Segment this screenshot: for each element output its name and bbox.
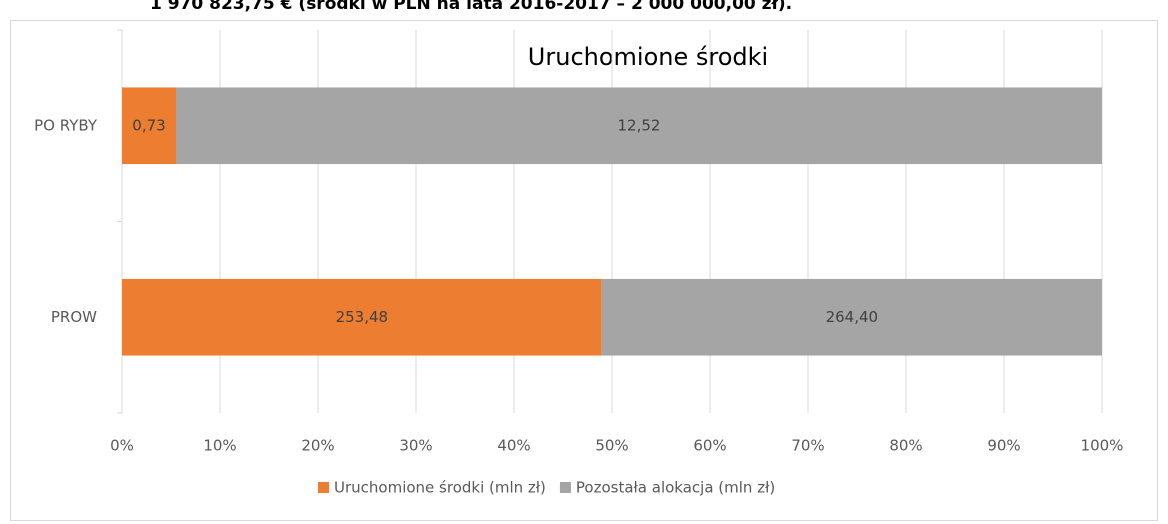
x-tick-label: 10% xyxy=(203,437,236,455)
x-tick-label: 40% xyxy=(497,437,530,455)
legend-label: Uruchomione środki (mln zł) xyxy=(334,479,546,497)
data-label: 264,40 xyxy=(826,308,879,326)
x-tick-label: 50% xyxy=(595,437,628,455)
data-label: 12,52 xyxy=(618,116,661,134)
x-tick-label: 30% xyxy=(399,437,432,455)
bar-segment xyxy=(122,278,602,356)
caption: 1 970 823,75 € (środki w PLN na lata 201… xyxy=(150,0,792,14)
x-tick-label: 80% xyxy=(889,437,922,455)
legend-swatch xyxy=(318,482,329,493)
x-tick-label: 60% xyxy=(693,437,726,455)
data-label: 0,73 xyxy=(132,116,165,134)
legend-label: Pozostała alokacja (mln zł) xyxy=(576,479,775,497)
x-tick-label: 20% xyxy=(301,437,334,455)
x-tick-label: 0% xyxy=(110,437,134,455)
data-label: 253,48 xyxy=(336,308,389,326)
y-tick-label: PROW xyxy=(51,308,97,326)
bar-segment xyxy=(601,278,1102,356)
x-tick-label: 70% xyxy=(791,437,824,455)
legend-swatch xyxy=(559,482,571,493)
y-tick-label: PO RYBY xyxy=(34,116,98,134)
x-tick-label: 90% xyxy=(987,437,1020,455)
bar-segment xyxy=(122,87,176,165)
x-tick-label: 100% xyxy=(1081,437,1124,455)
chart-title: Uruchomione środki xyxy=(528,43,768,71)
bar-segment xyxy=(175,87,1103,165)
